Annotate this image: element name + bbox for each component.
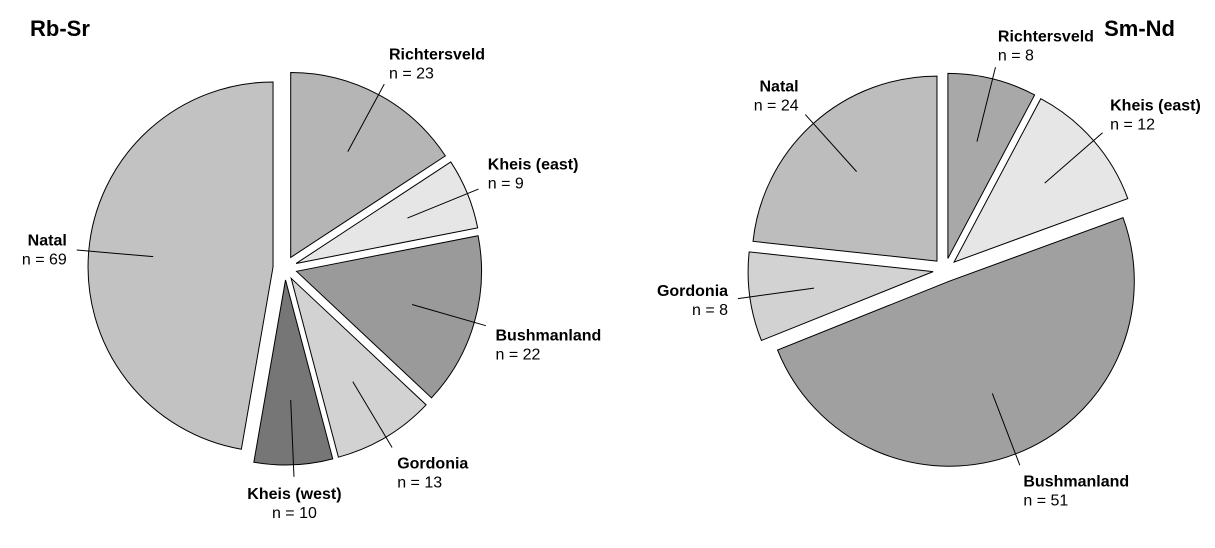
leader-line	[407, 188, 479, 219]
leader-line	[976, 67, 996, 142]
slice-label: Natal	[760, 78, 799, 95]
slice-label: Gordonia	[657, 283, 728, 300]
leader-line	[737, 287, 815, 300]
value-label: n = 8	[998, 48, 1034, 65]
slice-label: Gordonia	[397, 455, 468, 472]
leader-line	[347, 83, 385, 152]
pie-slice	[776, 216, 1135, 467]
leader-line	[290, 400, 295, 477]
slice-label: Kheis (east)	[488, 157, 579, 174]
pie-slice	[87, 81, 274, 450]
slice-label: Kheis (east)	[1110, 97, 1201, 114]
slice-label: Richtersveld	[998, 29, 1094, 46]
slice-label: Kheis (west)	[247, 486, 341, 503]
leader-line	[411, 304, 487, 327]
value-label: n = 22	[495, 347, 540, 364]
value-label: n = 51	[1023, 493, 1068, 510]
value-label: n = 12	[1110, 116, 1155, 133]
value-label: n = 8	[692, 302, 728, 319]
slice-label: Natal	[28, 232, 67, 249]
leader-line	[991, 393, 1021, 466]
leader-line	[76, 249, 154, 258]
value-label: n = 13	[397, 474, 442, 491]
value-label: n = 69	[22, 251, 67, 268]
leader-line	[804, 114, 857, 172]
leader-line	[1044, 132, 1103, 184]
value-label: n = 9	[488, 176, 524, 193]
chart-title: Rb-Sr	[30, 16, 90, 41]
value-label: n = 10	[272, 505, 317, 522]
value-label: n = 24	[754, 97, 799, 114]
slice-label: Bushmanland	[495, 328, 601, 345]
chart-title: Sm-Nd	[1104, 16, 1175, 41]
leader-line	[352, 381, 393, 448]
value-label: n = 23	[389, 65, 434, 82]
slice-label: Richtersveld	[389, 46, 485, 63]
slice-label: Bushmanland	[1023, 474, 1129, 491]
